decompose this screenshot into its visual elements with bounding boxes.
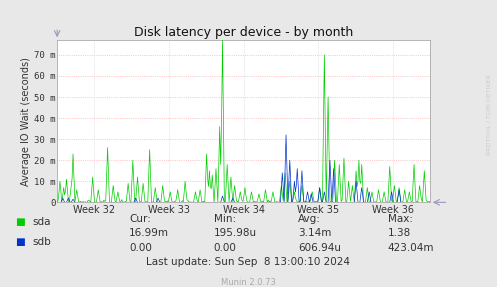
Text: 423.04m: 423.04m xyxy=(388,243,434,253)
Text: Avg:: Avg: xyxy=(298,214,321,224)
Text: RRDTOOL / TOBI OETIKER: RRDTOOL / TOBI OETIKER xyxy=(486,74,491,155)
Text: 3.14m: 3.14m xyxy=(298,228,331,238)
Text: 16.99m: 16.99m xyxy=(129,228,169,238)
Text: sda: sda xyxy=(32,217,51,227)
Text: ■: ■ xyxy=(15,217,25,227)
Text: ■: ■ xyxy=(15,237,25,247)
Text: 195.98u: 195.98u xyxy=(214,228,257,238)
Text: 606.94u: 606.94u xyxy=(298,243,341,253)
Text: 0.00: 0.00 xyxy=(214,243,237,253)
Text: Munin 2.0.73: Munin 2.0.73 xyxy=(221,278,276,287)
Text: Cur:: Cur: xyxy=(129,214,151,224)
Text: sdb: sdb xyxy=(32,237,51,247)
Text: 0.00: 0.00 xyxy=(129,243,152,253)
Title: Disk latency per device - by month: Disk latency per device - by month xyxy=(134,26,353,39)
Y-axis label: Average IO Wait (seconds): Average IO Wait (seconds) xyxy=(21,57,31,186)
Text: Max:: Max: xyxy=(388,214,413,224)
Text: Last update: Sun Sep  8 13:00:10 2024: Last update: Sun Sep 8 13:00:10 2024 xyxy=(147,257,350,267)
Text: 1.38: 1.38 xyxy=(388,228,411,238)
Text: Min:: Min: xyxy=(214,214,236,224)
